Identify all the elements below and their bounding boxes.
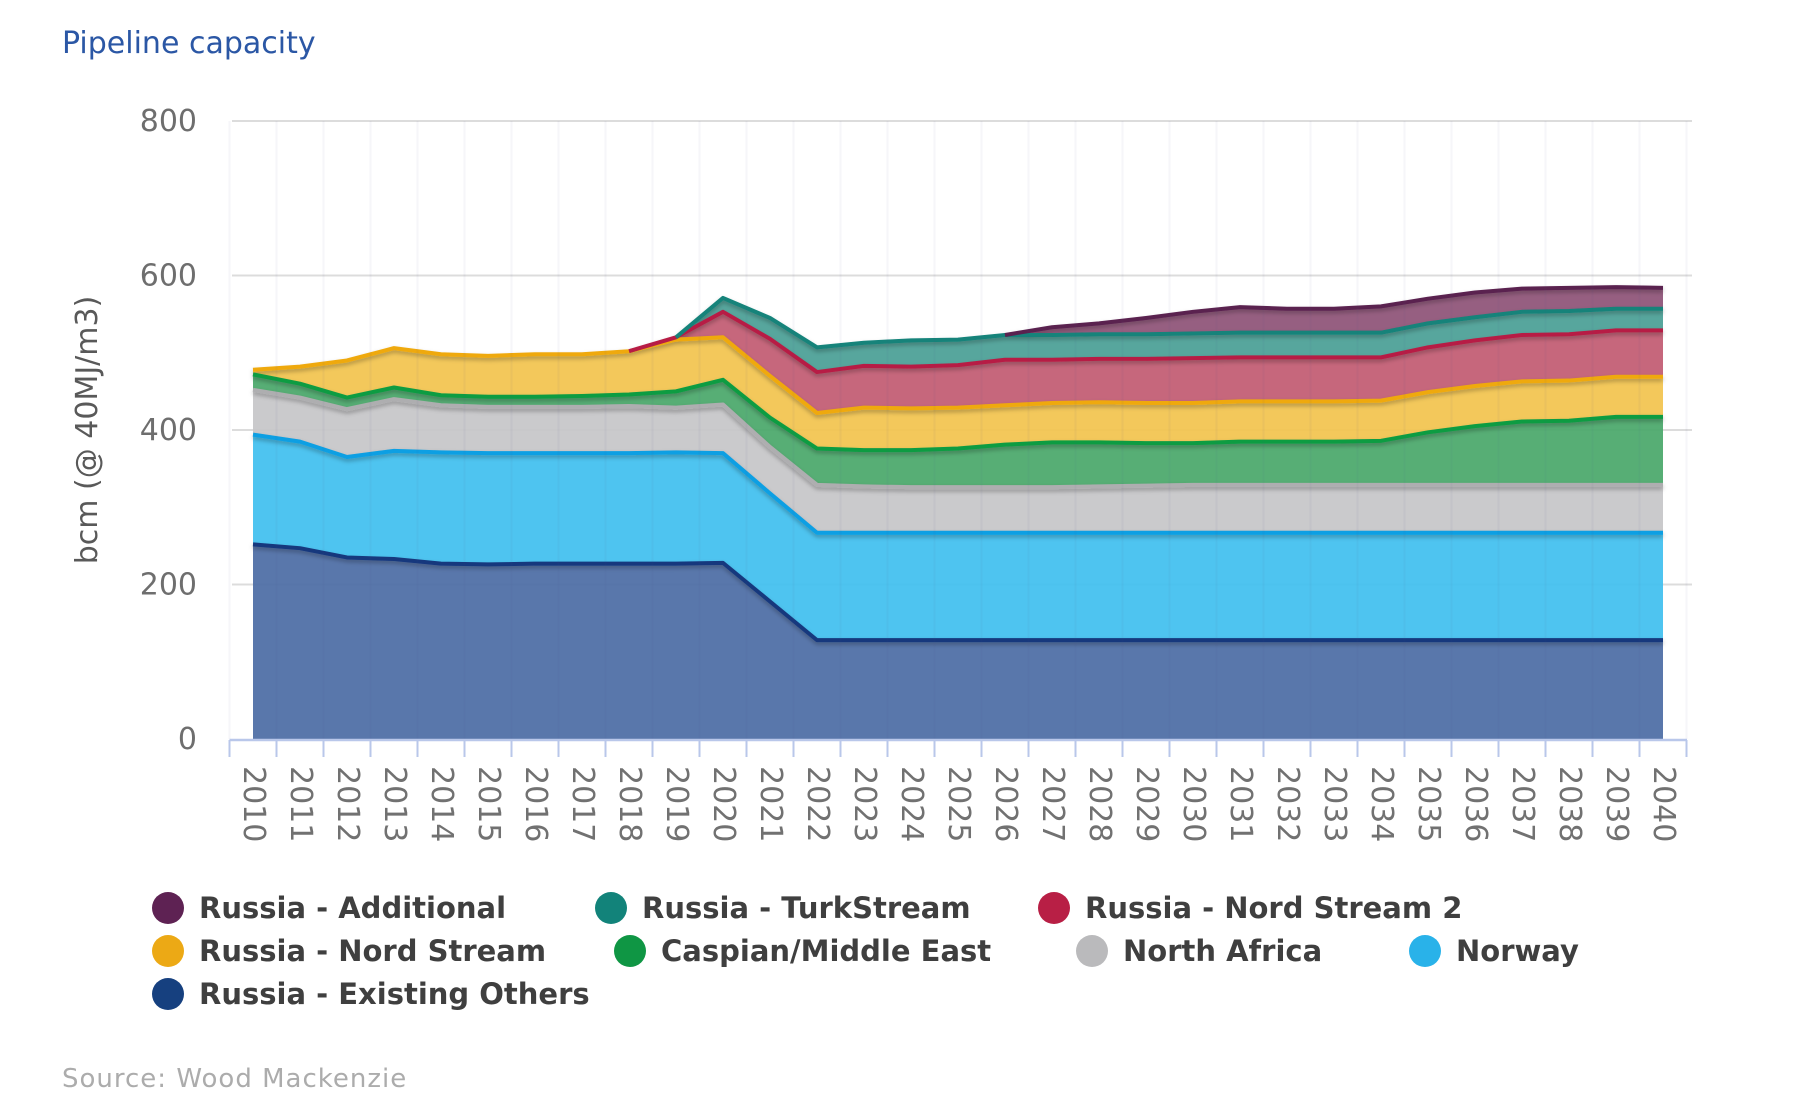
x-tick-label: 2011	[283, 766, 318, 842]
x-tick-label: 2013	[377, 766, 412, 842]
x-tick-label: 2018	[612, 766, 647, 842]
legend-item: Russia - TurkStream	[595, 891, 1038, 925]
y-tick-label: 600	[140, 259, 197, 294]
x-tick-label: 2031	[1223, 766, 1258, 842]
legend-swatch-icon	[152, 891, 184, 924]
area-band-2	[253, 389, 1663, 533]
x-tick-label: 2024	[894, 766, 929, 842]
x-tick-label: 2026	[988, 766, 1023, 842]
area-band-3	[253, 374, 1663, 488]
legend-label: Norway	[1456, 933, 1579, 968]
page-title: Pipeline capacity	[62, 26, 316, 61]
y-tick-label: 400	[140, 413, 197, 448]
y-axis-title: bcm (@ 40MJ/m3)	[70, 296, 105, 565]
x-tick-label: 2028	[1082, 766, 1117, 842]
legend-label: Russia - Existing Others	[199, 976, 590, 1011]
area-band-7	[253, 287, 1663, 370]
legend-swatch-icon	[614, 934, 646, 967]
band-border-3	[252, 372, 1663, 453]
legend-swatch-icon	[595, 891, 627, 924]
legend-row: Russia - Additional Russia - TurkStream Ru…	[152, 886, 1712, 929]
x-axis: 2010 2011 2012 2013 2014 2015 2016 2017 2018 2019…	[228, 738, 1688, 842]
x-tick-label: 2027	[1035, 766, 1070, 842]
x-tick-label: 2033	[1317, 766, 1352, 842]
area-band-5	[253, 311, 1663, 414]
legend-row: Russia - Nord Stream Caspian/Middle East N…	[152, 929, 1712, 972]
x-tick-label: 2012	[330, 766, 365, 842]
area-band-1	[253, 434, 1663, 641]
legend-item: Norway	[1409, 934, 1579, 968]
legend-swatch-icon	[152, 934, 184, 967]
x-tick-label: 2040	[1646, 766, 1681, 842]
legend-swatch-icon	[152, 977, 184, 1010]
band-border-7	[1004, 285, 1664, 337]
x-tick-label: 2034	[1364, 766, 1399, 842]
legend-label: Russia - Nord Stream	[199, 933, 547, 968]
legend-label: Russia - Additional	[199, 890, 507, 925]
area-band-6	[253, 297, 1663, 373]
legend-item: Caspian/Middle East	[614, 934, 1076, 968]
legend-item: Russia - Nord Stream	[152, 934, 614, 968]
x-tick-label: 2021	[753, 766, 788, 842]
x-tick-label: 2037	[1505, 766, 1540, 842]
x-tick-label: 2030	[1176, 766, 1211, 842]
band-border-5	[628, 309, 1663, 375]
x-tick-label: 2036	[1458, 766, 1493, 842]
legend-label: Caspian/Middle East	[661, 933, 992, 968]
area-bands	[253, 287, 1663, 739]
legend-item: Russia - Existing Others	[152, 977, 590, 1011]
x-tick-label: 2014	[424, 766, 459, 842]
band-border-2	[252, 387, 1663, 490]
band-border-1	[252, 432, 1663, 535]
legend-label: North Africa	[1123, 933, 1323, 968]
x-tick-label: 2017	[565, 766, 600, 842]
vertical-gridlines	[228, 121, 1688, 739]
x-tick-label: 2029	[1129, 766, 1164, 842]
band-border-6	[674, 295, 1663, 350]
legend-item: Russia - Additional	[152, 891, 595, 925]
legend-item: Russia - Nord Stream 2	[1038, 891, 1462, 925]
band-borders	[252, 285, 1664, 643]
x-tick-label: 2019	[659, 766, 694, 842]
legend-swatch-icon	[1038, 891, 1070, 924]
x-tick-label: 2010	[236, 766, 271, 842]
band-border-0	[252, 542, 1663, 643]
y-tick-label: 200	[140, 568, 197, 603]
y-tick-label: 800	[140, 104, 197, 139]
area-band-4	[253, 337, 1663, 451]
legend-label: Russia - TurkStream	[642, 890, 971, 925]
x-tick-label: 2015	[471, 766, 506, 842]
legend-swatch-icon	[1409, 934, 1441, 967]
chart-legend: Russia - Additional Russia - TurkStream Ru…	[152, 886, 1712, 1015]
y-tick-label: 0	[178, 722, 197, 757]
x-tick-label: 2032	[1270, 766, 1305, 842]
x-tick-label: 2038	[1552, 766, 1587, 842]
x-tick-label: 2016	[518, 766, 553, 842]
x-tick-label: 2020	[706, 766, 741, 842]
x-tick-label: 2022	[800, 766, 835, 842]
legend-swatch-icon	[1076, 934, 1108, 967]
source-attribution: Source: Wood Mackenzie	[62, 1064, 408, 1094]
band-border-4	[252, 335, 1663, 416]
x-tick-label: 2039	[1599, 766, 1634, 842]
legend-item: North Africa	[1076, 934, 1409, 968]
x-tick-label: 2023	[847, 766, 882, 842]
legend-label: Russia - Nord Stream 2	[1085, 890, 1463, 925]
x-tick-label: 2025	[941, 766, 976, 842]
x-tick-label: 2035	[1411, 766, 1446, 842]
legend-row: Russia - Existing Others	[152, 972, 1712, 1015]
